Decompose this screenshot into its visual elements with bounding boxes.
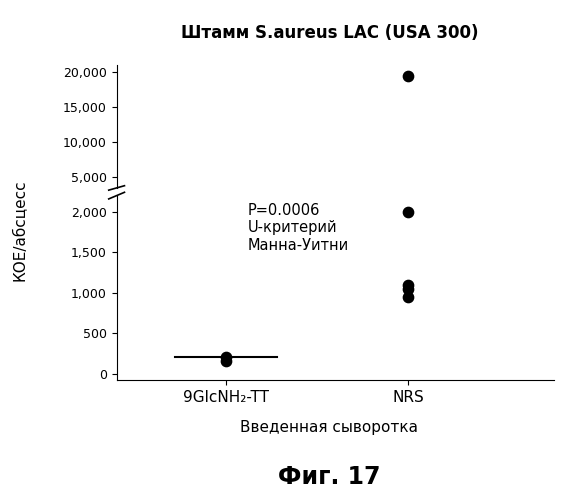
Text: Фиг. 17: Фиг. 17 [278, 466, 381, 489]
Point [403, 284, 413, 292]
Point [403, 208, 413, 216]
Point [403, 280, 413, 288]
Point [222, 354, 231, 362]
Text: Введенная сыворотка: Введенная сыворотка [240, 420, 419, 435]
Point [222, 358, 231, 366]
Point [403, 72, 413, 80]
Text: КОЕ/абсцесс: КОЕ/абсцесс [13, 179, 28, 281]
Text: Штамм S.aureus LAC (USA 300): Штамм S.aureus LAC (USA 300) [181, 24, 478, 42]
Text: P=0.0006
U-критерий
Манна-Уитни: P=0.0006 U-критерий Манна-Уитни [248, 203, 349, 253]
Point [403, 292, 413, 300]
